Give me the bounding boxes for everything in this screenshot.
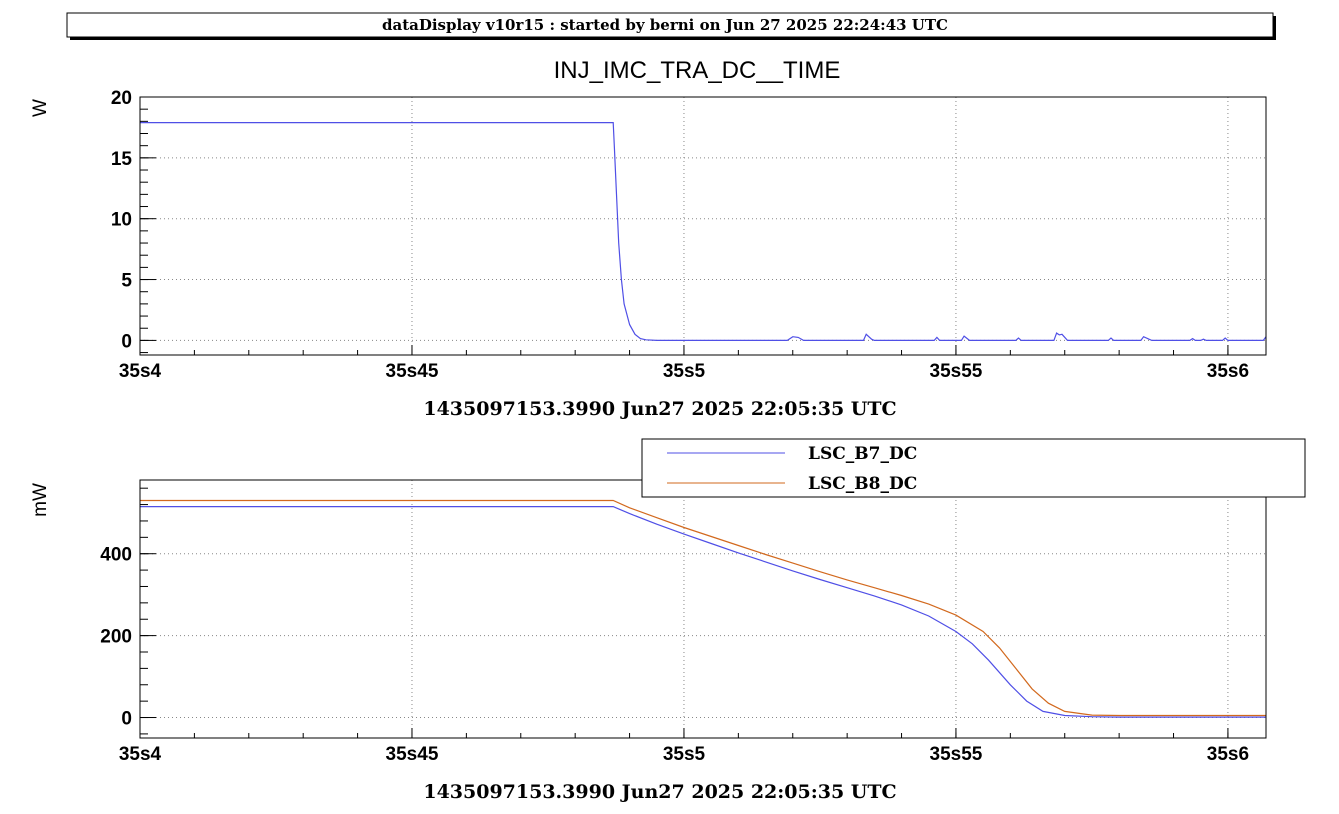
y-tick-label: 10 (111, 210, 132, 231)
header-frame (66, 12, 1274, 38)
x-tick-label: 35s4 (119, 361, 162, 382)
top-chart-xlabel: 1435097153.3990 Jun27 2025 22:05:35 UTC (423, 398, 896, 420)
y-tick-label: 0 (121, 331, 132, 352)
x-tick-label: 35s4 (119, 744, 162, 765)
legend-label-b8: LSC_B8_DC (808, 474, 917, 494)
top-chart-title: INJ_IMC_TRA_DC__TIME (554, 57, 841, 84)
header-box: dataDisplay v10r15 : started by berni on… (66, 12, 1276, 40)
bottom-chart-series (140, 499, 1266, 718)
x-tick-label: 35s55 (930, 744, 983, 765)
y-tick-label: 400 (100, 545, 132, 566)
bottom-chart-axes: 35s4 35s45 35s5 35s55 35s6 0 200 400 (100, 487, 1249, 765)
top-chart-series (140, 122, 1267, 341)
x-tick-label: 35s5 (663, 744, 706, 765)
y-tick-label: 15 (111, 149, 133, 170)
series-line-lsc-b7-dc (140, 506, 1266, 718)
y-tick-label: 20 (111, 88, 132, 109)
bottom-chart-xlabel: 1435097153.3990 Jun27 2025 22:05:35 UTC (423, 781, 896, 803)
legend: LSC_B7_DC LSC_B8_DC (641, 438, 1306, 498)
top-chart: INJ_IMC_TRA_DC__TIME W 35s4 35s45 35s5 35s5… (30, 57, 1267, 420)
x-tick-label: 35s55 (930, 361, 983, 382)
x-tick-label: 35s6 (1207, 361, 1249, 382)
bottom-chart: mW 35s4 35s45 35s5 35s55 35s6 0 200 400 1435097… (30, 479, 1267, 803)
top-chart-axes: 35s4 35s45 35s5 35s55 35s6 0 5 10 15 20 (111, 88, 1249, 382)
legend-box (641, 438, 1306, 498)
header-title: dataDisplay v10r15 : started by berni on… (382, 16, 948, 34)
bottom-chart-grid (140, 480, 1266, 738)
series-line-lsc-b8-dc (140, 499, 1266, 717)
top-chart-ylabel: W (30, 99, 51, 117)
legend-label-b7: LSC_B7_DC (808, 444, 917, 464)
x-tick-label: 35s6 (1207, 744, 1249, 765)
x-tick-label: 35s45 (386, 744, 439, 765)
y-tick-label: 5 (121, 271, 132, 292)
y-tick-label: 200 (100, 627, 132, 648)
top-chart-grid (140, 97, 1266, 355)
series-line-series-0 (140, 122, 1267, 341)
x-tick-label: 35s5 (663, 361, 706, 382)
y-tick-label: 0 (121, 709, 132, 730)
top-chart-frame (139, 96, 1267, 356)
x-tick-label: 35s45 (386, 361, 439, 382)
bottom-chart-frame (139, 479, 1267, 739)
bottom-chart-ylabel: mW (30, 483, 51, 517)
